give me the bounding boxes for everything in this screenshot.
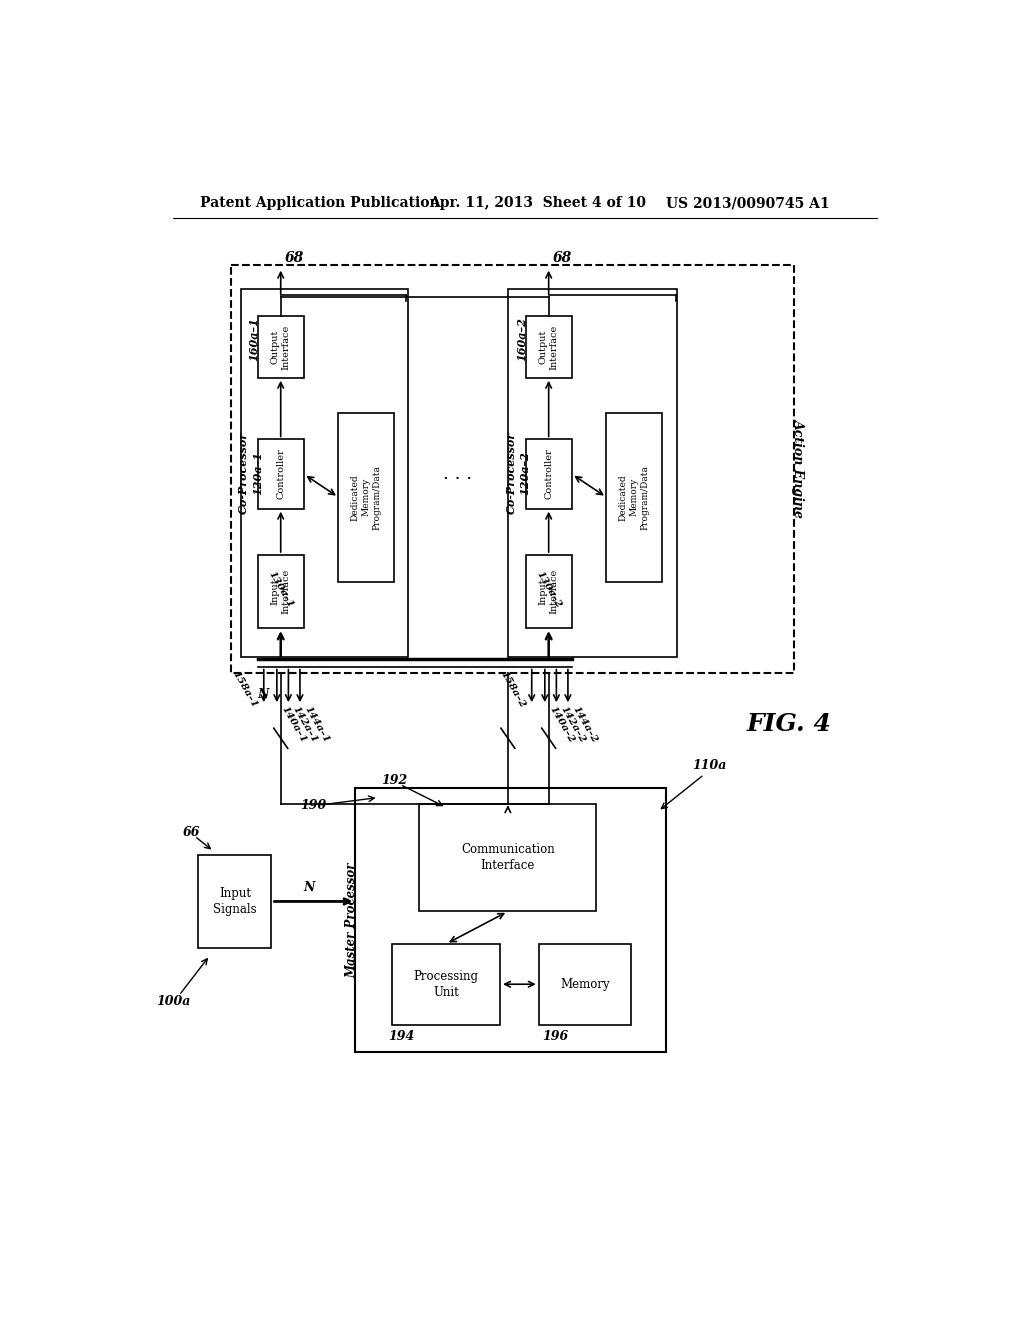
Text: Co-Processor
120a–1: Co-Processor 120a–1 <box>239 432 263 515</box>
Text: FIG. 4: FIG. 4 <box>746 713 831 737</box>
Text: Controller: Controller <box>276 449 286 499</box>
Text: 192: 192 <box>381 774 408 787</box>
Bar <box>392 944 500 1024</box>
Text: 142a–1: 142a–1 <box>291 705 319 744</box>
Text: Apr. 11, 2013  Sheet 4 of 10: Apr. 11, 2013 Sheet 4 of 10 <box>429 197 646 210</box>
Text: 196: 196 <box>543 1030 568 1043</box>
Text: 160a–2: 160a–2 <box>516 317 527 362</box>
Text: 144a–1: 144a–1 <box>302 705 331 744</box>
Bar <box>606 412 662 582</box>
Text: 130a–2: 130a–2 <box>535 570 563 610</box>
Text: 130a–1: 130a–1 <box>267 570 295 610</box>
Text: 110a: 110a <box>692 759 727 772</box>
Text: Dedicated
Memory
Program/Data: Dedicated Memory Program/Data <box>618 465 650 529</box>
Text: Communication
Interface: Communication Interface <box>461 843 555 873</box>
Text: N: N <box>303 880 315 894</box>
Bar <box>525 440 571 508</box>
Bar <box>525 317 571 378</box>
Text: . . .: . . . <box>443 465 472 483</box>
Text: Controller: Controller <box>544 449 553 499</box>
Bar <box>258 554 304 628</box>
Text: Master Processor: Master Processor <box>345 862 358 978</box>
Bar <box>230 264 795 673</box>
Text: 140a–2: 140a–2 <box>547 705 575 744</box>
Text: Patent Application Publication: Patent Application Publication <box>200 197 439 210</box>
Text: Output
Interface: Output Interface <box>539 325 559 370</box>
Text: 68: 68 <box>285 252 304 265</box>
Text: US 2013/0090745 A1: US 2013/0090745 A1 <box>666 197 829 210</box>
Text: N: N <box>258 688 269 701</box>
Bar <box>539 944 631 1024</box>
Text: Dedicated
Memory
Program/Data: Dedicated Memory Program/Data <box>350 465 382 529</box>
Text: 160a–1: 160a–1 <box>248 317 259 362</box>
Text: Output
Interface: Output Interface <box>270 325 291 370</box>
Text: 158a–1: 158a–1 <box>230 669 259 710</box>
Text: Input
Signals: Input Signals <box>213 887 257 916</box>
Text: 194: 194 <box>388 1030 415 1043</box>
Text: Memory: Memory <box>560 978 609 991</box>
Text: 144a–2: 144a–2 <box>570 705 598 744</box>
Text: 140a–1: 140a–1 <box>280 705 307 744</box>
Text: Action Engine: Action Engine <box>792 420 805 519</box>
Bar <box>508 289 677 657</box>
Text: Input
Interface: Input Interface <box>270 569 291 614</box>
Bar <box>258 440 304 508</box>
Text: Processing
Unit: Processing Unit <box>414 970 479 999</box>
Bar <box>258 317 304 378</box>
Text: Input
Interface: Input Interface <box>539 569 559 614</box>
Text: 190: 190 <box>300 799 327 812</box>
Text: 66: 66 <box>183 825 201 838</box>
Bar <box>199 855 271 948</box>
Text: 142a–2: 142a–2 <box>559 705 587 744</box>
Text: 68: 68 <box>553 252 571 265</box>
Text: Co-Processor
120a–2: Co-Processor 120a–2 <box>506 432 530 515</box>
Bar <box>339 412 394 582</box>
Text: 100a: 100a <box>156 995 190 1008</box>
Bar <box>355 788 666 1052</box>
Bar <box>525 554 571 628</box>
Bar <box>241 289 408 657</box>
Bar <box>419 804 596 911</box>
Text: 158a–2: 158a–2 <box>499 669 527 710</box>
